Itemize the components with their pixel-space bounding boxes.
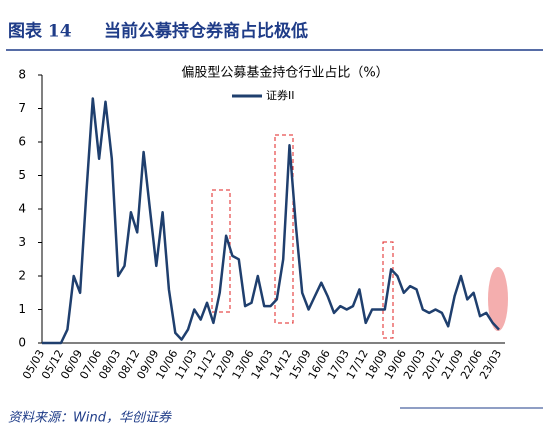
highlight-box: [274, 134, 294, 324]
highlight-box: [211, 189, 231, 313]
y-tick-label: 4: [18, 202, 26, 216]
highlight-ellipse: [488, 267, 508, 331]
chart-subtitle: 偏股型公募基金持仓行业占比（%）: [181, 65, 388, 81]
y-tick-label: 1: [18, 302, 26, 316]
y-tick-label: 7: [18, 101, 26, 115]
source-note: 资料来源：Wind，华创证券: [8, 411, 172, 426]
chart-title: 当前公募持仓券商占比极低: [104, 21, 308, 42]
y-tick-label: 0: [18, 336, 26, 350]
figure-label: 图表 14: [8, 21, 72, 42]
y-tick-label: 2: [18, 269, 26, 283]
y-tick-label: 3: [18, 235, 26, 249]
y-tick-label: 6: [18, 135, 26, 149]
y-tick-label: 8: [18, 68, 26, 82]
line: [42, 97, 500, 345]
y-tick-label: 5: [18, 168, 26, 182]
legend-label: 证券II: [266, 88, 295, 102]
highlight-box: [382, 241, 394, 339]
